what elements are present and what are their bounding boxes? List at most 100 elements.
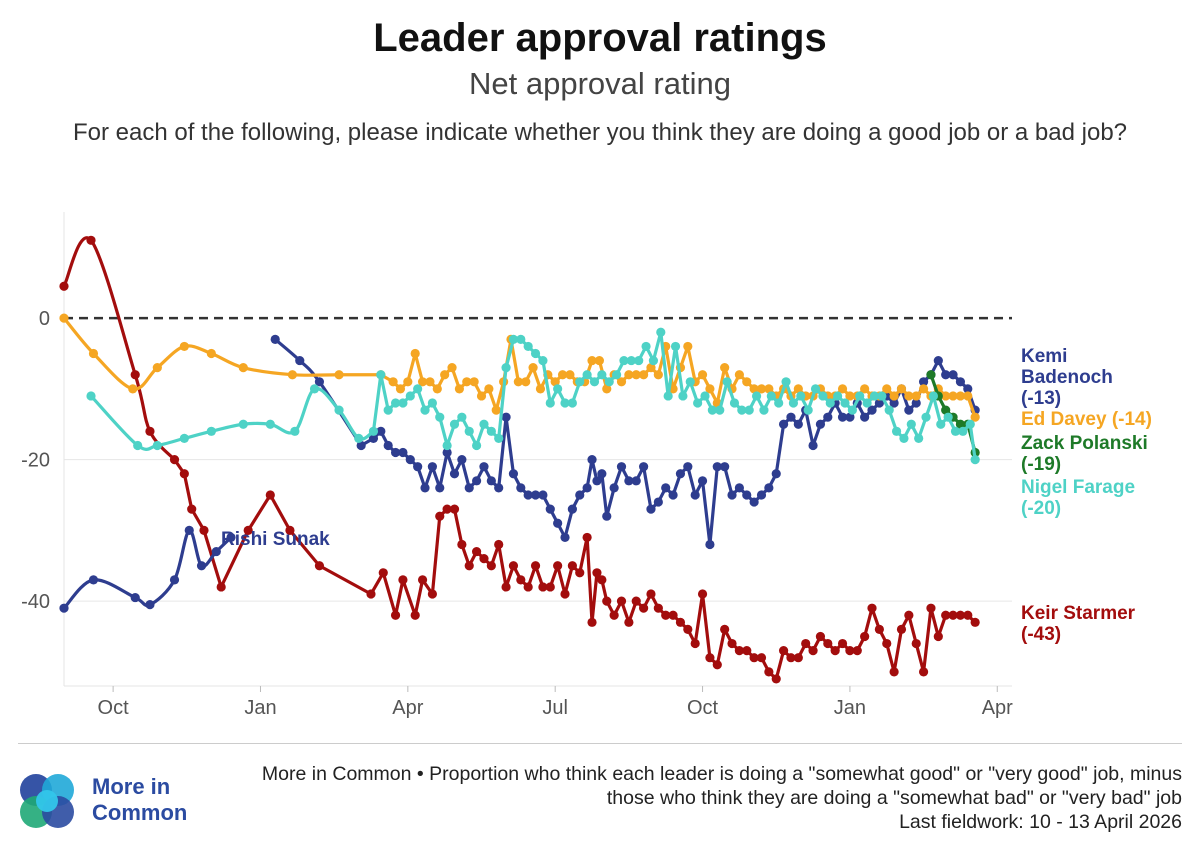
data-point-keir-starmer <box>734 646 744 656</box>
data-point-ed-davey <box>395 384 406 394</box>
data-point-ed-davey <box>911 391 921 401</box>
data-point-kemi-badenoch <box>646 504 656 514</box>
data-point-ed-davey <box>484 384 494 394</box>
logo-line-1: More in <box>92 774 171 799</box>
data-point-ed-davey <box>565 370 575 380</box>
data-point-kemi-badenoch <box>778 419 789 429</box>
data-point-kemi-badenoch <box>405 455 415 465</box>
data-point-keir-starmer <box>59 281 69 291</box>
data-point-ed-davey <box>624 370 634 380</box>
data-point-kemi-badenoch <box>486 476 496 486</box>
data-point-keir-starmer <box>970 617 980 627</box>
data-point-kemi-badenoch <box>427 462 437 472</box>
data-point-nigel-farage <box>545 398 555 408</box>
data-point-ed-davey <box>179 341 189 352</box>
data-point-ed-davey <box>904 391 914 401</box>
data-point-nigel-farage <box>383 405 393 415</box>
data-point-ed-davey <box>742 377 752 387</box>
data-point-ed-davey <box>88 348 99 359</box>
data-point-keir-starmer <box>582 532 592 543</box>
data-point-kemi-badenoch <box>553 518 563 528</box>
logo-line-2: Common <box>92 800 188 825</box>
data-point-keir-starmer <box>472 546 482 557</box>
data-point-ed-davey <box>616 377 627 387</box>
data-point-keir-starmer <box>494 539 504 550</box>
data-point-nigel-farage <box>722 377 732 387</box>
data-point-kemi-badenoch <box>808 440 818 451</box>
data-point-keir-starmer <box>530 561 541 571</box>
data-point-nigel-farage <box>619 355 629 366</box>
x-tick-label: Jan <box>244 697 276 719</box>
data-point-kemi-badenoch <box>793 419 803 429</box>
series-label-layer: Keir Starmer(-43) Rishi Sunak KemiBadenoch… <box>221 346 1152 645</box>
series-line-kemi-badenoch <box>273 337 977 547</box>
data-point-nigel-farage <box>582 370 592 380</box>
data-point-ed-davey <box>705 384 715 394</box>
data-point-kemi-badenoch <box>889 398 899 408</box>
data-point-ed-davey <box>587 355 597 366</box>
data-point-kemi-badenoch <box>697 476 708 486</box>
data-point-keir-starmer <box>882 638 892 649</box>
data-point-nigel-farage <box>567 398 577 408</box>
data-point-nigel-farage <box>751 391 762 401</box>
series-label-zack-polanski: (-19) <box>1021 454 1061 475</box>
data-point-kemi-badenoch <box>624 476 634 486</box>
data-point-ed-davey <box>59 313 69 323</box>
data-point-nigel-farage <box>133 440 143 451</box>
data-point-nigel-farage <box>523 341 533 352</box>
data-point-nigel-farage <box>538 355 548 366</box>
data-point-keir-starmer <box>631 596 641 606</box>
data-point-ed-davey <box>238 363 248 373</box>
data-point-ed-davey <box>889 391 899 401</box>
data-point-kemi-badenoch <box>472 476 482 486</box>
data-point-nigel-farage <box>589 377 600 387</box>
data-point-kemi-badenoch <box>494 483 504 493</box>
data-point-ed-davey <box>454 384 465 394</box>
data-point-nigel-farage <box>818 391 828 401</box>
data-point-keir-starmer <box>933 631 943 642</box>
axis-layer: 0 -20 -40 Oct Jan Apr Jul Oct Jan Apr <box>21 308 1013 719</box>
data-point-ed-davey <box>432 384 442 394</box>
data-point-nigel-farage <box>810 384 821 394</box>
data-point-kemi-badenoch <box>582 483 592 493</box>
data-point-kemi-badenoch <box>383 440 393 451</box>
data-point-kemi-badenoch <box>734 483 744 493</box>
data-point-kemi-badenoch <box>356 440 366 451</box>
data-point-kemi-badenoch <box>616 462 627 472</box>
series-label-keir-starmer: Keir Starmer <box>1021 603 1136 624</box>
data-point-keir-starmer <box>860 631 870 642</box>
chart-title: Leader approval ratings <box>373 16 827 60</box>
data-point-nigel-farage <box>464 426 474 436</box>
data-point-kemi-badenoch <box>911 398 921 408</box>
data-point-nigel-farage <box>869 391 880 401</box>
data-point-keir-starmer <box>918 667 929 677</box>
data-point-ed-davey <box>334 370 344 380</box>
x-tick-label: Oct <box>98 697 130 719</box>
data-point-kemi-badenoch <box>597 469 607 479</box>
data-point-nigel-farage <box>530 348 541 359</box>
data-point-nigel-farage <box>516 334 526 344</box>
series-label-rishi-sunak: Rishi Sunak <box>221 529 330 550</box>
data-point-nigel-farage <box>840 398 850 408</box>
data-point-kemi-badenoch <box>270 334 280 344</box>
data-point-keir-starmer <box>390 610 401 620</box>
data-point-nigel-farage <box>884 405 894 415</box>
data-point-nigel-farage <box>479 419 489 429</box>
data-point-nigel-farage <box>494 433 504 443</box>
data-point-keir-starmer <box>457 539 467 550</box>
y-tick-label: -40 <box>21 591 50 613</box>
data-point-kemi-badenoch <box>837 412 848 422</box>
data-point-keir-starmer <box>508 561 519 571</box>
data-point-kemi-badenoch <box>867 405 877 415</box>
data-point-ed-davey <box>646 363 656 373</box>
data-point-kemi-badenoch <box>538 490 548 500</box>
data-point-ed-davey <box>734 370 744 380</box>
data-point-kemi-badenoch <box>530 490 541 500</box>
data-point-nigel-farage <box>641 341 651 352</box>
data-point-keir-starmer <box>624 617 634 627</box>
data-point-nigel-farage <box>376 370 386 380</box>
source-note: More in Common • Proportion who think ea… <box>252 762 1182 834</box>
data-point-keir-starmer <box>575 568 585 578</box>
x-tick-label: Oct <box>687 697 719 719</box>
data-point-kemi-badenoch <box>955 377 966 387</box>
